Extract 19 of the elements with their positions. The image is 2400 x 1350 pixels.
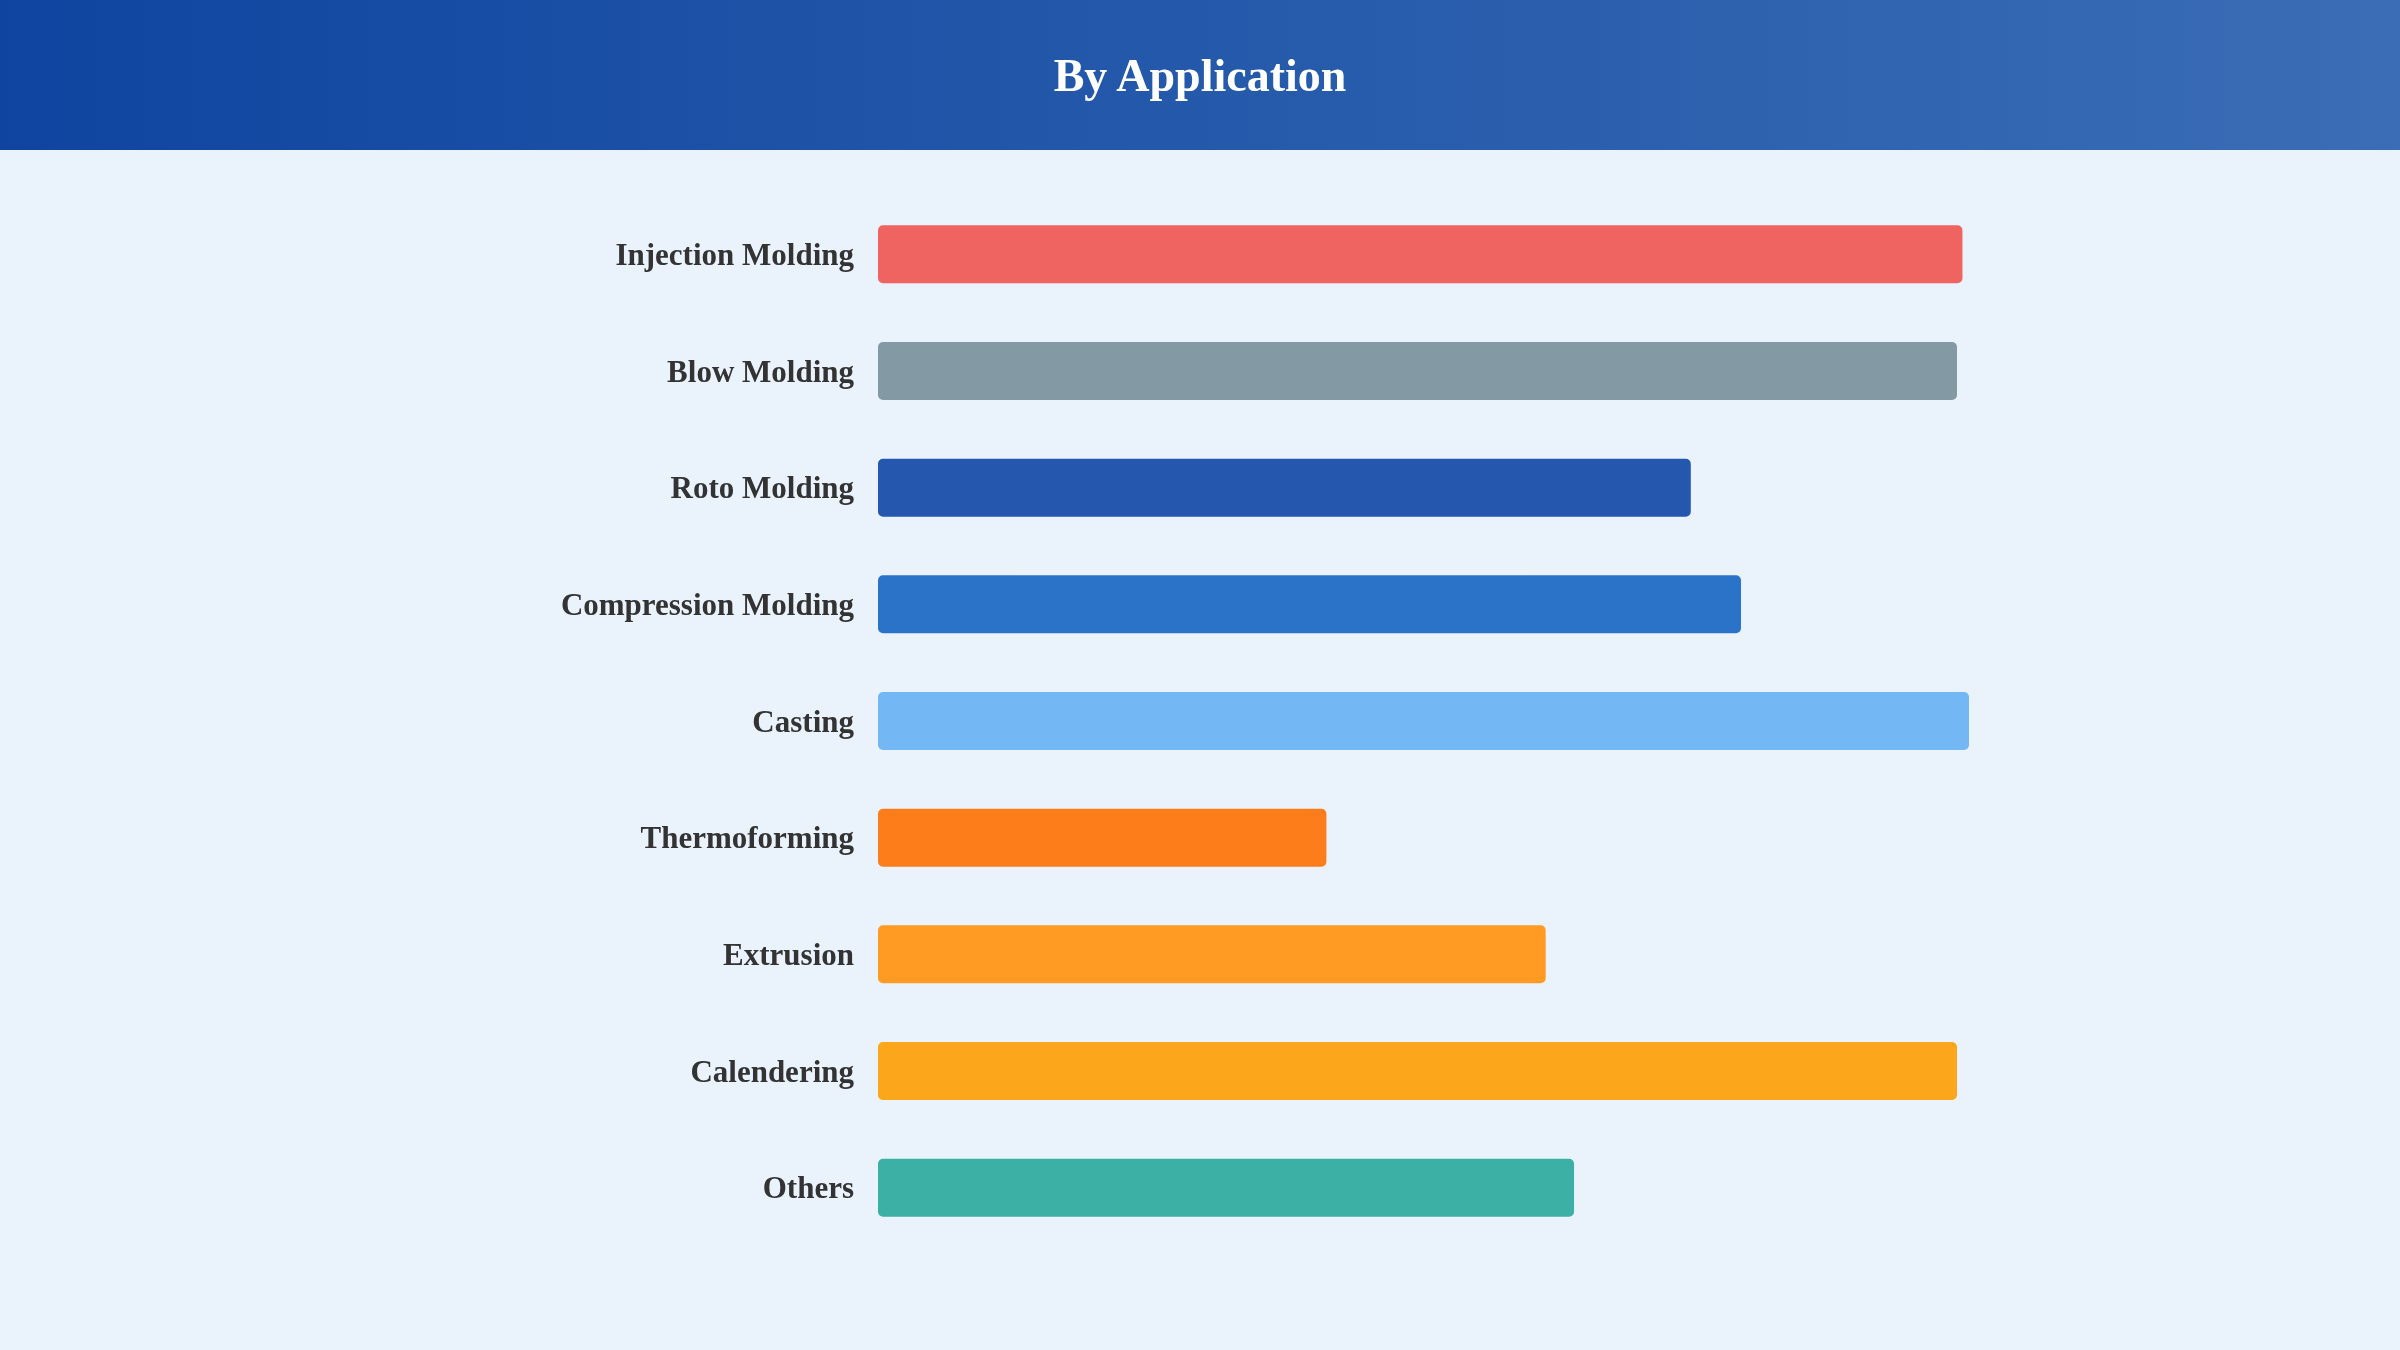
bar [878, 925, 1546, 984]
bar [878, 1042, 1957, 1100]
y-tick-label: Blow Molding [667, 353, 855, 389]
chart-title: By Application [1053, 48, 1347, 102]
y-tick-label: Roto Molding [670, 470, 855, 506]
y-tick-label: Thermoforming [640, 820, 855, 856]
bar [878, 808, 1327, 867]
bar [878, 342, 1957, 400]
y-tick-label: Injection Molding [615, 236, 855, 272]
y-tick-label: Calendering [690, 1053, 855, 1089]
bar [878, 1158, 1575, 1217]
bar [878, 458, 1691, 517]
y-tick-label: Others [762, 1170, 854, 1206]
y-tick-label: Extrusion [723, 936, 854, 972]
bar [878, 575, 1741, 634]
bar [878, 225, 1963, 284]
y-tick-label: Casting [752, 703, 855, 739]
bar [878, 692, 1969, 750]
y-tick-label: Compression Molding [560, 586, 855, 622]
